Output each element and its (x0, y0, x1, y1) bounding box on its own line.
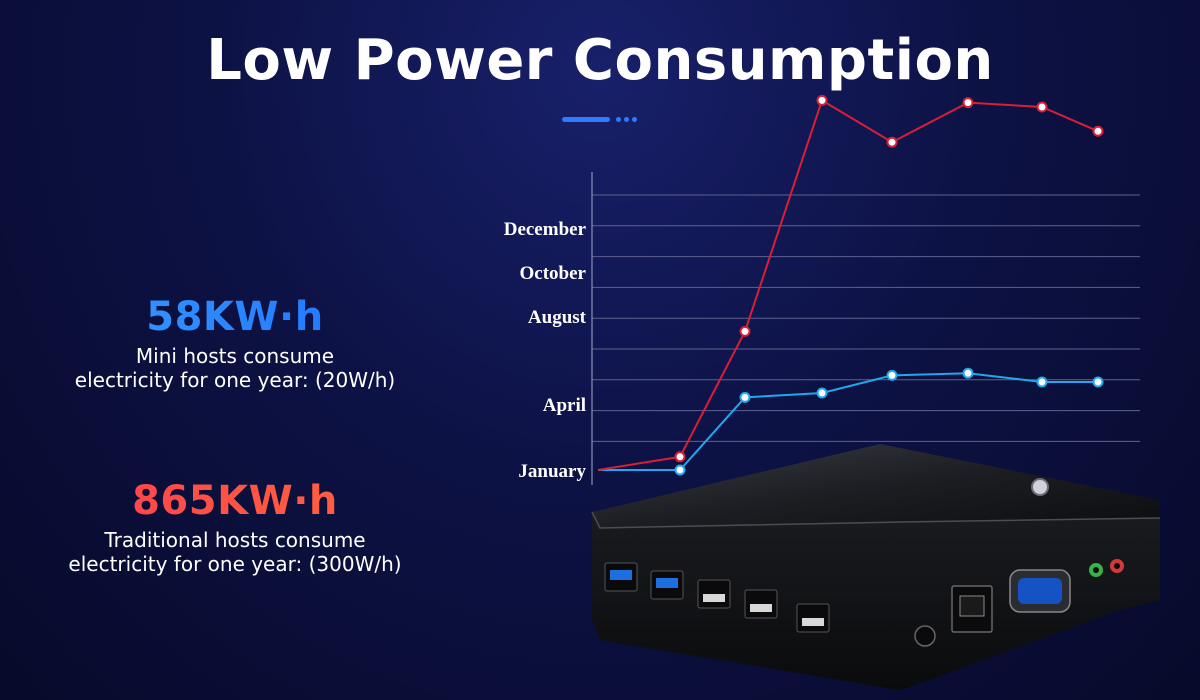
chart-grid (592, 194, 1140, 442)
y-tick-label: October (520, 263, 587, 284)
traditional-host-description: Traditional hosts consume electricity fo… (68, 528, 402, 576)
data-point (1092, 376, 1104, 388)
mini-pc-image (591, 444, 1161, 690)
data-point (886, 369, 898, 381)
y-tick-label: August (528, 307, 587, 328)
data-point (1036, 376, 1048, 388)
mini-host-stat: 58KW·h Mini hosts consume electricity fo… (20, 294, 450, 392)
mini-host-consumption-value: 58KW·h (20, 294, 450, 340)
data-point (739, 325, 751, 337)
data-point (816, 94, 828, 106)
y-tick-labels: January April August October December (504, 219, 587, 482)
y-tick-label: December (504, 219, 587, 240)
y-tick-label: April (543, 395, 586, 416)
data-point (1036, 101, 1048, 113)
traditional-host-stat: 865KW·h Traditional hosts consume electr… (20, 478, 450, 576)
data-point (962, 97, 974, 109)
series-line (598, 372, 1098, 471)
data-point (674, 451, 686, 463)
y-tick-label: January (518, 461, 586, 482)
chart-series (597, 94, 1104, 476)
data-point (816, 387, 828, 399)
data-point (962, 367, 974, 379)
data-point (886, 136, 898, 148)
page-title: Low Power Consumption (206, 28, 994, 93)
data-point (1092, 125, 1104, 137)
data-point (674, 464, 686, 476)
traditional-host-consumption-value: 865KW·h (20, 478, 450, 524)
data-point (739, 391, 751, 403)
series-line (597, 98, 1099, 471)
mini-host-description: Mini hosts consume electricity for one y… (74, 344, 396, 392)
